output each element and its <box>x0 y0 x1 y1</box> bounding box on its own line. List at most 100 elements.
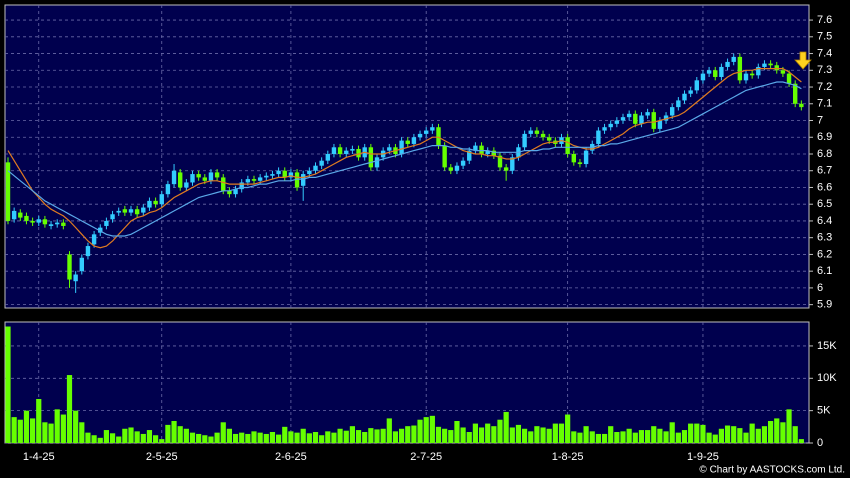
y-tick-label: 0 <box>817 437 823 449</box>
volume-bar <box>202 435 208 443</box>
volume-bar <box>718 428 724 443</box>
candle-body <box>571 153 576 163</box>
candle-body <box>510 157 515 171</box>
volume-bar <box>429 415 435 443</box>
y-tick-label: 6.9 <box>817 131 832 143</box>
volume-bar <box>595 433 601 443</box>
candle-body <box>202 177 207 181</box>
x-tick-label: 1-9-25 <box>687 451 719 463</box>
candle-body <box>774 65 779 71</box>
volume-bar <box>798 439 804 443</box>
volume-bar <box>251 431 257 443</box>
volume-bar <box>73 410 79 443</box>
candle-body <box>436 127 441 146</box>
volume-bar <box>478 427 485 443</box>
candle-body <box>270 174 275 176</box>
volume-bar <box>288 431 294 443</box>
volume-bar <box>565 414 571 443</box>
y-tick-label: 7.6 <box>817 14 832 26</box>
y-tick-label: 6.3 <box>817 232 832 244</box>
candle-body <box>11 210 17 220</box>
candle-body <box>214 172 220 178</box>
candle-body <box>368 147 374 168</box>
volume-bar <box>675 432 681 443</box>
candle-body <box>134 209 140 215</box>
y-tick-label: 5K <box>817 405 831 417</box>
volume-bar <box>681 430 688 443</box>
candle-body <box>799 103 804 108</box>
candle-body <box>633 113 638 124</box>
volume-bar <box>325 431 331 443</box>
volume-bar <box>694 423 700 443</box>
volume-bar <box>153 435 159 443</box>
volume-bar <box>282 426 288 443</box>
y-tick-label: 6.8 <box>817 148 832 160</box>
volume-bar <box>583 426 589 443</box>
candle-body <box>122 209 128 213</box>
candle-body <box>42 219 48 225</box>
plot-layer: 5.9 6 6.1 6.2 6.3 6.4 6.5 6.6 6.7 6.8 6.9 7 7.1 7.2 7.… <box>5 5 837 463</box>
y-tick-label: 6.5 <box>817 198 832 210</box>
volume-bar <box>165 424 171 443</box>
volume-bar <box>146 430 153 443</box>
candle-body <box>288 172 294 178</box>
volume-bar <box>515 424 522 443</box>
volume-bar <box>392 431 399 443</box>
candle-body <box>30 220 35 223</box>
candle-body <box>768 63 773 66</box>
moving-average-line <box>7 68 802 249</box>
candle-body <box>780 70 786 74</box>
candle-body <box>5 162 11 221</box>
candle-body <box>534 130 540 134</box>
volume-bar <box>159 439 165 443</box>
volume-bar <box>497 419 503 443</box>
candle-body <box>399 140 404 154</box>
candle-body <box>221 177 226 191</box>
volume-bar <box>577 432 583 443</box>
candle-body <box>178 172 183 188</box>
volume-bar <box>534 426 540 443</box>
candle-body <box>233 189 238 195</box>
candle-body <box>337 147 343 154</box>
candle-body <box>350 148 355 151</box>
candle-body <box>171 170 177 185</box>
candle-body <box>485 150 490 154</box>
volume-bar <box>79 422 85 443</box>
volume-bar <box>60 414 66 443</box>
candle-body <box>36 219 41 223</box>
volume-bar <box>257 432 263 443</box>
volume-bar <box>189 432 196 443</box>
volume-bar <box>66 375 73 443</box>
volume-bar <box>663 431 669 443</box>
volume-bar <box>645 430 651 443</box>
candle-body <box>251 179 257 181</box>
volume-bar <box>503 411 509 443</box>
volume-bar <box>331 432 337 443</box>
candle-body <box>577 162 583 165</box>
candle-body <box>331 147 337 154</box>
candle-body <box>374 157 380 168</box>
volume-panel <box>4 321 810 444</box>
volume-bar <box>657 428 663 443</box>
candle-body <box>85 246 91 257</box>
volume-bar <box>312 432 319 443</box>
volume-bar <box>688 423 694 443</box>
volume-bar <box>571 431 577 443</box>
candle-body <box>48 224 54 226</box>
candle-body <box>411 137 417 144</box>
candle-body <box>694 80 699 91</box>
volume-bar <box>140 433 146 443</box>
volume-bar <box>731 426 737 443</box>
volume-bar <box>122 428 128 443</box>
candle-body <box>276 170 281 175</box>
y-tick-label: 6.2 <box>817 248 832 260</box>
candle-body <box>749 73 755 76</box>
volume-bar <box>5 326 11 443</box>
volume-bar <box>239 432 245 443</box>
candle-body <box>301 174 306 186</box>
candle-body <box>670 107 675 116</box>
candle-body <box>239 182 244 190</box>
volume-bar <box>614 432 620 443</box>
candle-body <box>639 115 644 124</box>
candle-body <box>405 140 410 144</box>
